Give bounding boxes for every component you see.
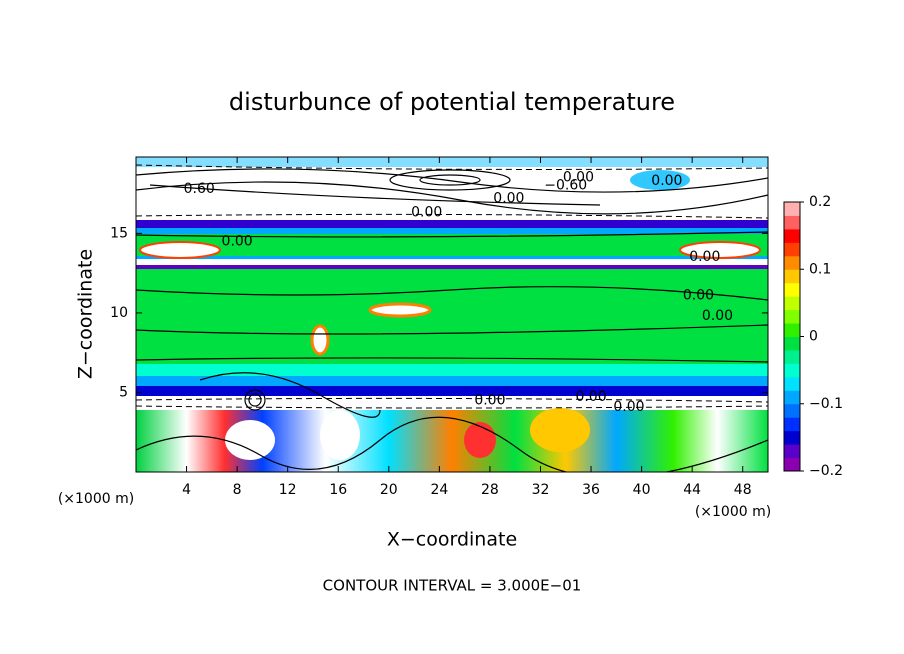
colorbar-tick-label: −0.2 <box>809 463 843 479</box>
colorbar-tick-label: 0.2 <box>809 194 831 210</box>
colorbar-swatch <box>784 269 800 284</box>
field-blob <box>464 422 496 458</box>
colorbar-swatch <box>784 403 800 418</box>
y-tick-label: 5 <box>119 384 128 400</box>
colorbar-swatch <box>784 296 800 311</box>
field-band <box>136 265 768 269</box>
colorbar-swatch <box>784 323 800 337</box>
x-axis-label: X−coordinate <box>387 529 517 551</box>
colorbar-swatch <box>784 349 800 364</box>
plot-frame <box>135 156 769 473</box>
field-band <box>136 220 768 228</box>
colorbar-tick-label: 0.1 <box>809 261 831 277</box>
colorbar-swatch <box>784 363 800 378</box>
field-band <box>136 228 768 234</box>
field-blob <box>530 408 590 452</box>
x-tick-label: 44 <box>683 482 701 498</box>
colorbar-swatch <box>784 282 800 297</box>
colorbar-swatch <box>784 376 800 391</box>
contour-label: 0.00 <box>702 308 733 324</box>
colorbar-swatch <box>784 457 800 472</box>
contour-lines <box>136 168 768 472</box>
field-blob <box>320 410 360 460</box>
field-band <box>136 212 768 220</box>
contour-label: 0.00 <box>613 399 644 415</box>
colorbar-swatch <box>784 390 800 405</box>
field-band <box>136 396 768 410</box>
colorbar-swatch <box>784 417 800 432</box>
contour-label: 0.00 <box>651 173 682 189</box>
negative-contours <box>136 164 768 409</box>
field-blob <box>225 420 275 460</box>
field-band <box>136 256 768 260</box>
x-tick-label: 8 <box>233 482 242 498</box>
contour-label: 0.00 <box>493 190 524 206</box>
contour-label: −0.60 <box>544 178 587 194</box>
colorbar-swatch <box>784 309 800 324</box>
field-band <box>136 376 768 386</box>
contour-label: 0.60 <box>184 181 215 197</box>
contour-label: 0.00 <box>575 389 606 405</box>
contour-label: 0.00 <box>563 170 594 186</box>
colorbar-swatch <box>784 215 800 230</box>
x-tick-label: 48 <box>734 482 752 498</box>
field-band <box>136 364 768 376</box>
x-tick-label: 28 <box>481 482 499 498</box>
footer: CONTOUR INTERVAL = 3.000E−01 <box>323 577 582 595</box>
x-tick-label: 20 <box>380 482 398 498</box>
field-blob <box>310 324 330 356</box>
colorbar-swatch <box>784 228 800 243</box>
contour-label: 0.00 <box>222 233 253 249</box>
x-unit: (×1000 m) <box>695 504 771 520</box>
contour-label: 0.00 <box>474 392 505 408</box>
y-unit: (×1000 m) <box>58 491 134 507</box>
x-tick-label: 16 <box>329 482 347 498</box>
field-band <box>136 157 768 167</box>
colorbar-swatch <box>784 255 800 270</box>
field-blob <box>679 241 761 259</box>
x-tick-label: 12 <box>279 482 297 498</box>
x-tick-label: 24 <box>430 482 448 498</box>
x-tick-label: 40 <box>633 482 651 498</box>
colorbar-swatch <box>784 202 800 216</box>
field <box>136 157 768 472</box>
colorbar-swatch <box>784 336 800 351</box>
colorbar-tick-label: 0 <box>809 329 818 345</box>
y-tick-label: 15 <box>110 225 128 241</box>
colorbar-swatch <box>784 430 800 445</box>
field-blob <box>139 241 221 259</box>
colorbar-swatch <box>784 444 800 459</box>
x-tick-label: 36 <box>582 482 600 498</box>
contour-label: 0.00 <box>689 249 720 265</box>
x-tick-label: 32 <box>532 482 550 498</box>
chart-title: disturbunce of potential temperature <box>229 88 675 116</box>
field-blob <box>368 302 432 318</box>
contour-label: 0.00 <box>683 287 714 303</box>
y-tick-label: 10 <box>110 305 128 321</box>
x-tick-label: 4 <box>182 482 191 498</box>
colorbar-tick-label: −0.1 <box>809 396 843 412</box>
field-blob <box>630 170 690 190</box>
field-band <box>136 386 768 396</box>
colorbar-swatch <box>784 242 800 257</box>
contour-label-group: 0.00−0.60 0.000.600.000.000.000.000.000.0… <box>184 170 733 415</box>
field-band <box>136 259 768 265</box>
y-axis-label: Z−coordinate <box>75 249 97 379</box>
contour-label: 0.00 <box>411 205 442 221</box>
